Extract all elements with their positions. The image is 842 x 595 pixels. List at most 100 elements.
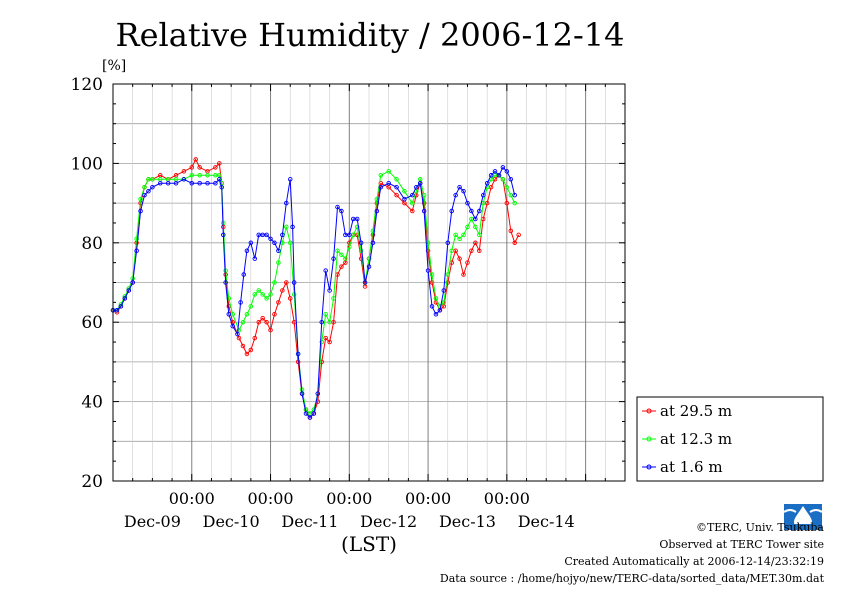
- data-point: [223, 280, 228, 285]
- data-point: [445, 272, 451, 277]
- data-point: [272, 280, 277, 285]
- data-point: [189, 173, 195, 178]
- data-point: [465, 200, 470, 206]
- data-point: [457, 184, 462, 190]
- data-point: [235, 331, 240, 337]
- data-point: [496, 173, 502, 178]
- data-point: [268, 292, 273, 297]
- y-tick-label: 80: [81, 234, 103, 254]
- x-ticks: 00:00 00:00 00:00 00:00 00:00 Dec-09 Dec-10 Dec…: [124, 84, 606, 531]
- data-point: [477, 208, 482, 214]
- data-point: [284, 200, 289, 206]
- data-point: [268, 327, 273, 333]
- data-point: [453, 232, 458, 238]
- data-point: [280, 288, 285, 293]
- data-point: [441, 288, 447, 293]
- data-point: [473, 216, 478, 222]
- data-point: [252, 335, 258, 341]
- data-point: [469, 248, 474, 253]
- data-point: [197, 173, 202, 178]
- footer-source: Data source : /home/hojyo/new/TERC-data/…: [439, 572, 824, 585]
- data-point: [410, 208, 415, 214]
- data-point: [425, 268, 431, 273]
- data-point: [457, 236, 462, 242]
- legend-swatch-marker: [646, 464, 652, 470]
- data-point: [366, 264, 372, 269]
- data-point: [315, 391, 321, 396]
- data-point: [276, 248, 281, 253]
- y-tick-label: 120: [71, 75, 103, 95]
- data-point: [252, 256, 258, 261]
- data-point: [130, 280, 135, 285]
- data-point: [477, 248, 482, 253]
- data-point: [264, 296, 269, 301]
- series-layer: [110, 157, 521, 420]
- data-point: [217, 177, 222, 182]
- data-point: [295, 351, 301, 357]
- x-date-label: Dec-09: [124, 512, 181, 531]
- data-point: [287, 296, 293, 301]
- data-point: [500, 165, 506, 170]
- data-point: [189, 180, 195, 186]
- data-point: [134, 236, 139, 242]
- x-date-label: Dec-10: [203, 512, 260, 531]
- legend-swatch-marker: [646, 436, 652, 442]
- data-point: [331, 296, 336, 301]
- data-point: [449, 248, 454, 253]
- data-point: [327, 319, 332, 325]
- x-tick-time-label: 00:00: [169, 489, 215, 508]
- data-point: [465, 224, 470, 230]
- data-point: [410, 192, 415, 198]
- legend-label: at 1.6 m: [660, 458, 723, 476]
- chart-title: Relative Humidity / 2006-12-14: [116, 16, 625, 54]
- data-point: [244, 248, 250, 253]
- series-line: [113, 166, 516, 419]
- y-ticks: 20 40 60 80 100 120: [71, 75, 625, 492]
- data-point: [473, 224, 478, 230]
- data-point: [429, 304, 435, 309]
- data-point: [252, 292, 258, 297]
- data-point: [358, 248, 364, 253]
- data-point: [118, 304, 124, 309]
- data-point: [223, 268, 228, 273]
- footer-created: Created Automatically at 2006-12-14/23:3…: [564, 555, 824, 568]
- data-point: [327, 339, 332, 345]
- x-axis-label: (LST): [341, 532, 397, 556]
- data-point: [299, 391, 305, 396]
- data-point: [386, 180, 391, 186]
- data-point: [287, 177, 293, 182]
- data-point: [181, 177, 187, 182]
- data-point: [417, 180, 423, 186]
- data-point: [512, 240, 517, 246]
- data-point: [480, 192, 486, 198]
- data-point: [449, 208, 454, 214]
- data-point: [319, 319, 324, 325]
- series-line: [113, 170, 516, 415]
- data-point: [219, 184, 224, 190]
- data-point: [437, 308, 443, 313]
- data-point: [165, 180, 171, 186]
- terc-logo-icon: [782, 500, 824, 534]
- data-point: [134, 248, 139, 253]
- data-point: [264, 319, 269, 325]
- data-point: [441, 300, 447, 305]
- data-point: [327, 288, 332, 293]
- data-point: [484, 180, 490, 186]
- data-point: [173, 180, 179, 186]
- data-point: [230, 323, 235, 329]
- data-point: [284, 224, 289, 230]
- data-point: [240, 343, 246, 349]
- data-point: [287, 240, 293, 246]
- data-point: [347, 244, 352, 250]
- data-point: [197, 165, 202, 170]
- data-point: [429, 272, 435, 277]
- data-point: [421, 208, 427, 214]
- data-point: [197, 180, 202, 186]
- data-point: [205, 173, 210, 178]
- data-point: [213, 180, 218, 186]
- legend-label: at 12.3 m: [660, 430, 732, 448]
- data-point: [241, 272, 247, 277]
- data-point: [473, 240, 478, 246]
- data-point: [138, 208, 143, 214]
